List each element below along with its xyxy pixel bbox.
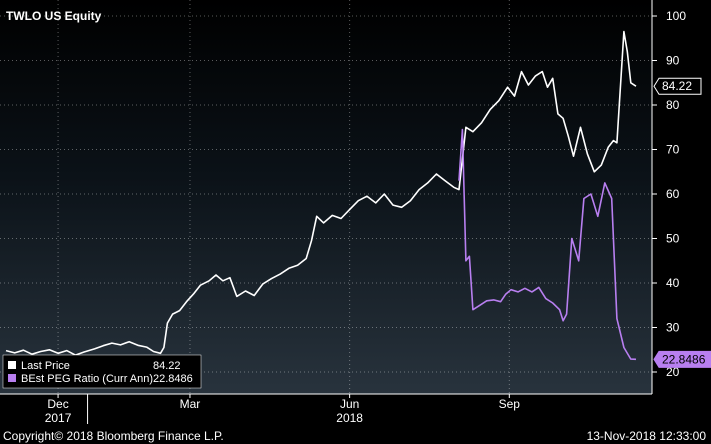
y-tick-label-80: 80 xyxy=(666,98,680,112)
y-tick-label-60: 60 xyxy=(666,187,680,201)
legend-box xyxy=(2,354,202,389)
y-tick-label-50: 50 xyxy=(666,232,680,246)
legend: Last Price 84.22 BEst PEG Ratio (Curr An… xyxy=(2,354,202,389)
last-value-tag-label-0: 84.22 xyxy=(662,79,692,93)
footer-copyright: Copyright© 2018 Bloomberg Finance L.P. xyxy=(3,429,224,443)
legend-label-peg: BEst PEG Ratio (Curr Ann) xyxy=(21,373,153,385)
last-value-tags: 84.22 22.8486 xyxy=(653,77,711,368)
legend-value-peg: 22.8486 xyxy=(153,373,193,385)
y-tick-label-20: 20 xyxy=(666,365,680,379)
y-tick-label-90: 90 xyxy=(666,54,680,68)
x-axis: Dec Mar Jun Sep 2017 2018 xyxy=(45,394,521,425)
y-tick-label-100: 100 xyxy=(666,9,686,23)
series-line-1 xyxy=(458,128,637,361)
y-tick-label-40: 40 xyxy=(666,276,680,290)
series-layer xyxy=(5,30,637,361)
y-tick-label-30: 30 xyxy=(666,321,680,335)
legend-value-last-price: 84.22 xyxy=(153,360,181,372)
legend-label-last-price: Last Price xyxy=(21,360,70,372)
x-tick-label-1: Mar xyxy=(180,397,201,411)
chart-title: TWLO US Equity xyxy=(6,9,102,23)
footer-timestamp: 13-Nov-2018 12:33:00 xyxy=(587,429,707,443)
last-value-tag-label-1: 22.8486 xyxy=(662,352,706,366)
y-axis: 20 30 40 50 60 70 80 90 100 xyxy=(652,9,686,379)
x-year-label-1: 2018 xyxy=(336,411,363,425)
plot-background xyxy=(0,0,652,394)
grid-layer xyxy=(0,0,652,394)
last-value-tag-box-1 xyxy=(653,350,711,368)
last-value-tag-1: 22.8486 xyxy=(653,350,711,368)
x-tick-label-3: Sep xyxy=(499,397,521,411)
series-line-0 xyxy=(5,30,637,356)
last-value-tag-0: 84.22 xyxy=(653,77,702,95)
y-tick-label-70: 70 xyxy=(666,143,680,157)
x-tick-label-2: Jun xyxy=(340,397,359,411)
last-value-tag-box-0 xyxy=(653,77,702,95)
x-year-label-0: 2017 xyxy=(45,411,72,425)
x-tick-label-0: Dec xyxy=(47,397,68,411)
legend-swatch-peg xyxy=(8,374,16,382)
legend-swatch-last-price xyxy=(8,361,16,369)
